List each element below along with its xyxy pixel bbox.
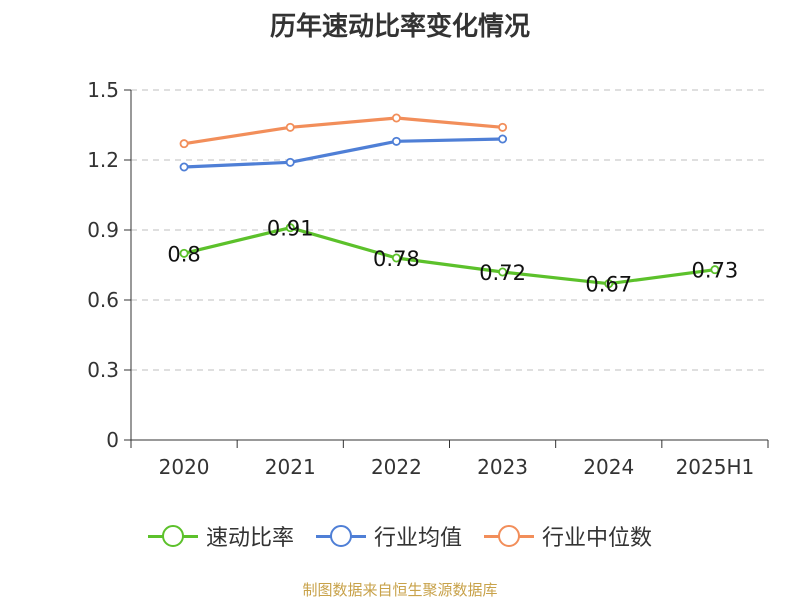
y-tick-label: 0.9	[87, 218, 119, 242]
y-tick-label: 1.5	[87, 78, 119, 102]
chart-title: 历年速动比率变化情况	[269, 12, 530, 42]
x-tick-label: 2025H1	[676, 455, 755, 479]
legend-item-industry-mean[interactable]: 行业均值	[315, 520, 462, 552]
data-point	[604, 279, 614, 289]
x-tick-label: 2023	[477, 455, 528, 479]
y-tick-label: 0	[106, 428, 119, 452]
x-tick-label: 2024	[583, 455, 634, 479]
data-labels: 0.8 0.91 0.78 0.72 0.67 0.73	[167, 217, 738, 297]
y-tick-label: 1.2	[87, 148, 119, 172]
data-point	[391, 136, 401, 146]
data-point	[179, 248, 189, 258]
legend: 速动比率 行业均值 行业中位数	[0, 520, 800, 552]
y-tick-label: 0.3	[87, 358, 119, 382]
series-line	[183, 226, 716, 286]
legend-item-industry-median[interactable]: 行业中位数	[484, 520, 652, 552]
data-label: 0.8	[167, 242, 200, 266]
data-point	[285, 157, 295, 167]
source-note: 制图数据来自恒生聚源数据库	[302, 581, 498, 599]
legend-symbol-quick-ratio	[147, 525, 198, 547]
data-label: 0.73	[692, 259, 739, 283]
grid-lines	[131, 89, 768, 371]
data-label: 0.67	[585, 273, 632, 297]
legend-label: 行业均值	[373, 526, 462, 551]
data-point	[498, 122, 508, 132]
x-tick-label: 2020	[159, 455, 210, 479]
data-point	[498, 134, 508, 144]
data-point	[285, 223, 295, 233]
legend-symbol-industry-median	[484, 525, 534, 547]
data-point	[391, 113, 401, 123]
data-point	[285, 122, 295, 132]
data-label: 0.91	[267, 217, 314, 241]
x-tick-label: 2021	[265, 455, 316, 479]
y-tick-label: 0.6	[87, 288, 119, 312]
data-label: 0.72	[479, 261, 526, 285]
series-line	[184, 137, 503, 169]
data-point	[498, 267, 508, 277]
series-layer	[179, 113, 720, 289]
legend-item-quick-ratio[interactable]: 速动比率	[147, 520, 294, 552]
axes: 0 0.3 0.6 0.9 1.2 1.5 2020 2021 2022 2023 2024 2025…	[87, 78, 769, 479]
data-point	[179, 139, 189, 149]
data-point	[179, 162, 189, 172]
legend-symbol-industry-mean	[315, 525, 366, 547]
series-line	[183, 116, 503, 146]
data-label: 0.78	[373, 247, 420, 271]
x-tick-label: 2022	[371, 455, 422, 479]
legend-label: 速动比率	[205, 526, 294, 551]
data-point	[710, 265, 720, 275]
legend-label: 行业中位数	[542, 526, 653, 551]
data-point	[391, 253, 401, 263]
